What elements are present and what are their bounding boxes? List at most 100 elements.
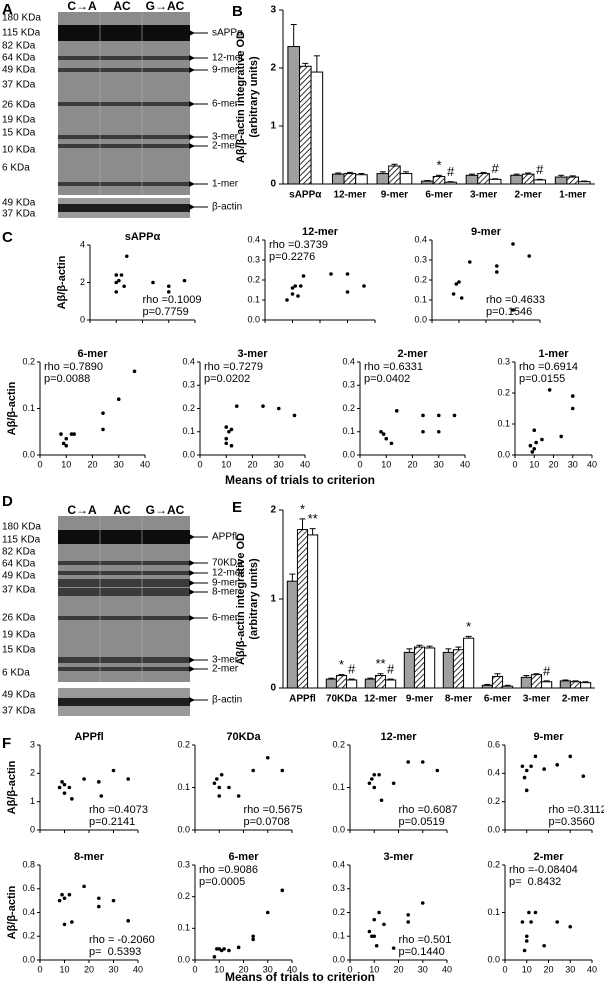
y-tick-label: 0.2 (177, 739, 190, 749)
x-tick-label: 30 (434, 459, 444, 469)
data-point (64, 443, 69, 448)
y-tick-label: 0.1 (177, 923, 190, 933)
chart-title: sAPPα (125, 231, 161, 243)
y-axis-label: (arbitrary units) (248, 56, 260, 138)
y-tick-label: 0.1 (182, 426, 195, 436)
data-point (379, 798, 384, 803)
lane-label: G→AC (146, 503, 185, 517)
x-tick-label: 30 (114, 459, 124, 469)
blot-band (58, 144, 190, 148)
data-point (581, 774, 586, 778)
size-marker: 64 KDa (2, 53, 36, 64)
bar (287, 46, 300, 185)
chart-title: 3-mer (384, 851, 415, 863)
panel-label: B (232, 3, 243, 20)
x-tick-label: 6-mer (484, 694, 511, 705)
chart-title: 70KDa (226, 731, 261, 743)
data-point (97, 896, 101, 901)
bar (286, 580, 298, 689)
x-tick-label: 1-mer (559, 190, 586, 201)
size-marker: 37 KDa (2, 585, 36, 596)
bar (502, 685, 514, 689)
panel-label: D (2, 493, 13, 510)
data-point (530, 450, 535, 454)
data-point (97, 904, 101, 909)
data-point (542, 767, 546, 771)
x-tick-label: 70KDa (326, 694, 358, 705)
data-point (532, 428, 537, 433)
data-point (97, 780, 101, 784)
data-point (495, 270, 499, 274)
x-tick-label: 2-mer (515, 190, 542, 201)
y-tick-label: 0.3 (332, 883, 345, 893)
y-tick-label: 3 (270, 5, 276, 16)
blot-band (58, 102, 190, 106)
size-marker: 115 KDa (2, 28, 41, 39)
annotation: p=0.7759 (143, 306, 189, 318)
data-point (495, 264, 499, 268)
data-point (227, 429, 231, 434)
x-tick-label: 9-mer (381, 190, 408, 201)
size-marker: 49 KDa (2, 571, 36, 582)
annotation: p=0.2276 (269, 251, 315, 263)
data-point (520, 920, 525, 924)
size-marker: 82 KDa (2, 41, 36, 52)
x-tick-label: 0 (357, 459, 362, 469)
data-point (72, 432, 76, 436)
x-tick-label: 0 (197, 459, 202, 469)
y-tick-label: 2 (30, 768, 35, 778)
size-marker: 64 KDa (2, 559, 36, 570)
bar (310, 71, 324, 185)
band-label: β-actin (212, 202, 242, 213)
y-axis-label: Aβ/β-actin (6, 760, 18, 814)
blot-band (58, 571, 190, 575)
x-tick-label: 40 (460, 459, 470, 469)
panel-label: F (2, 735, 11, 752)
bar (530, 674, 543, 689)
y-tick-label: 0.2 (497, 387, 510, 397)
x-tick-label: 9-mer (406, 694, 433, 705)
data-point (280, 888, 285, 893)
bar (424, 647, 436, 689)
size-marker: 26 KDa (2, 613, 36, 624)
y-tick-label: 0.4 (332, 859, 345, 869)
significance-mark: * (300, 501, 305, 516)
significance-mark: * (436, 158, 441, 173)
data-point (122, 284, 126, 289)
data-point (182, 278, 187, 283)
data-point (522, 775, 527, 780)
y-tick-label: 0.0 (177, 954, 190, 964)
y-axis-label: Aβ/β-actin (6, 381, 18, 435)
data-point (132, 369, 137, 374)
chart-title: 6-mer (78, 348, 109, 360)
x-tick-label: 30 (263, 964, 273, 974)
bar (444, 181, 457, 185)
x-tick-label: 40 (140, 459, 150, 469)
data-point (420, 901, 425, 905)
blot-band (58, 530, 190, 544)
x-tick-label: 40 (287, 964, 297, 974)
band-label: 70KDa (212, 558, 243, 569)
annotation: p=0.2141 (89, 816, 135, 828)
y-tick-label: 0.0 (332, 954, 345, 964)
bar (388, 165, 401, 185)
bar (569, 681, 582, 689)
size-marker: 26 KDa (2, 100, 36, 111)
data-point (236, 945, 241, 950)
data-point (116, 397, 121, 402)
data-point (524, 788, 529, 793)
annotation: rho =0.4633 (486, 294, 545, 306)
y-tick-label: 0 (270, 683, 276, 694)
x-tick-label: 10 (61, 459, 71, 469)
x-tick-label: 30 (274, 459, 284, 469)
data-point (468, 260, 472, 264)
band-label: APPfl (212, 532, 237, 543)
bar (442, 651, 454, 689)
y-tick-label: 0.0 (22, 954, 35, 964)
x-tick-label: 20 (393, 964, 403, 974)
data-point (111, 898, 116, 903)
annotation: rho =0.3112 (549, 804, 604, 816)
annotation: rho =0.6914 (519, 361, 578, 373)
blot-band (58, 182, 190, 186)
